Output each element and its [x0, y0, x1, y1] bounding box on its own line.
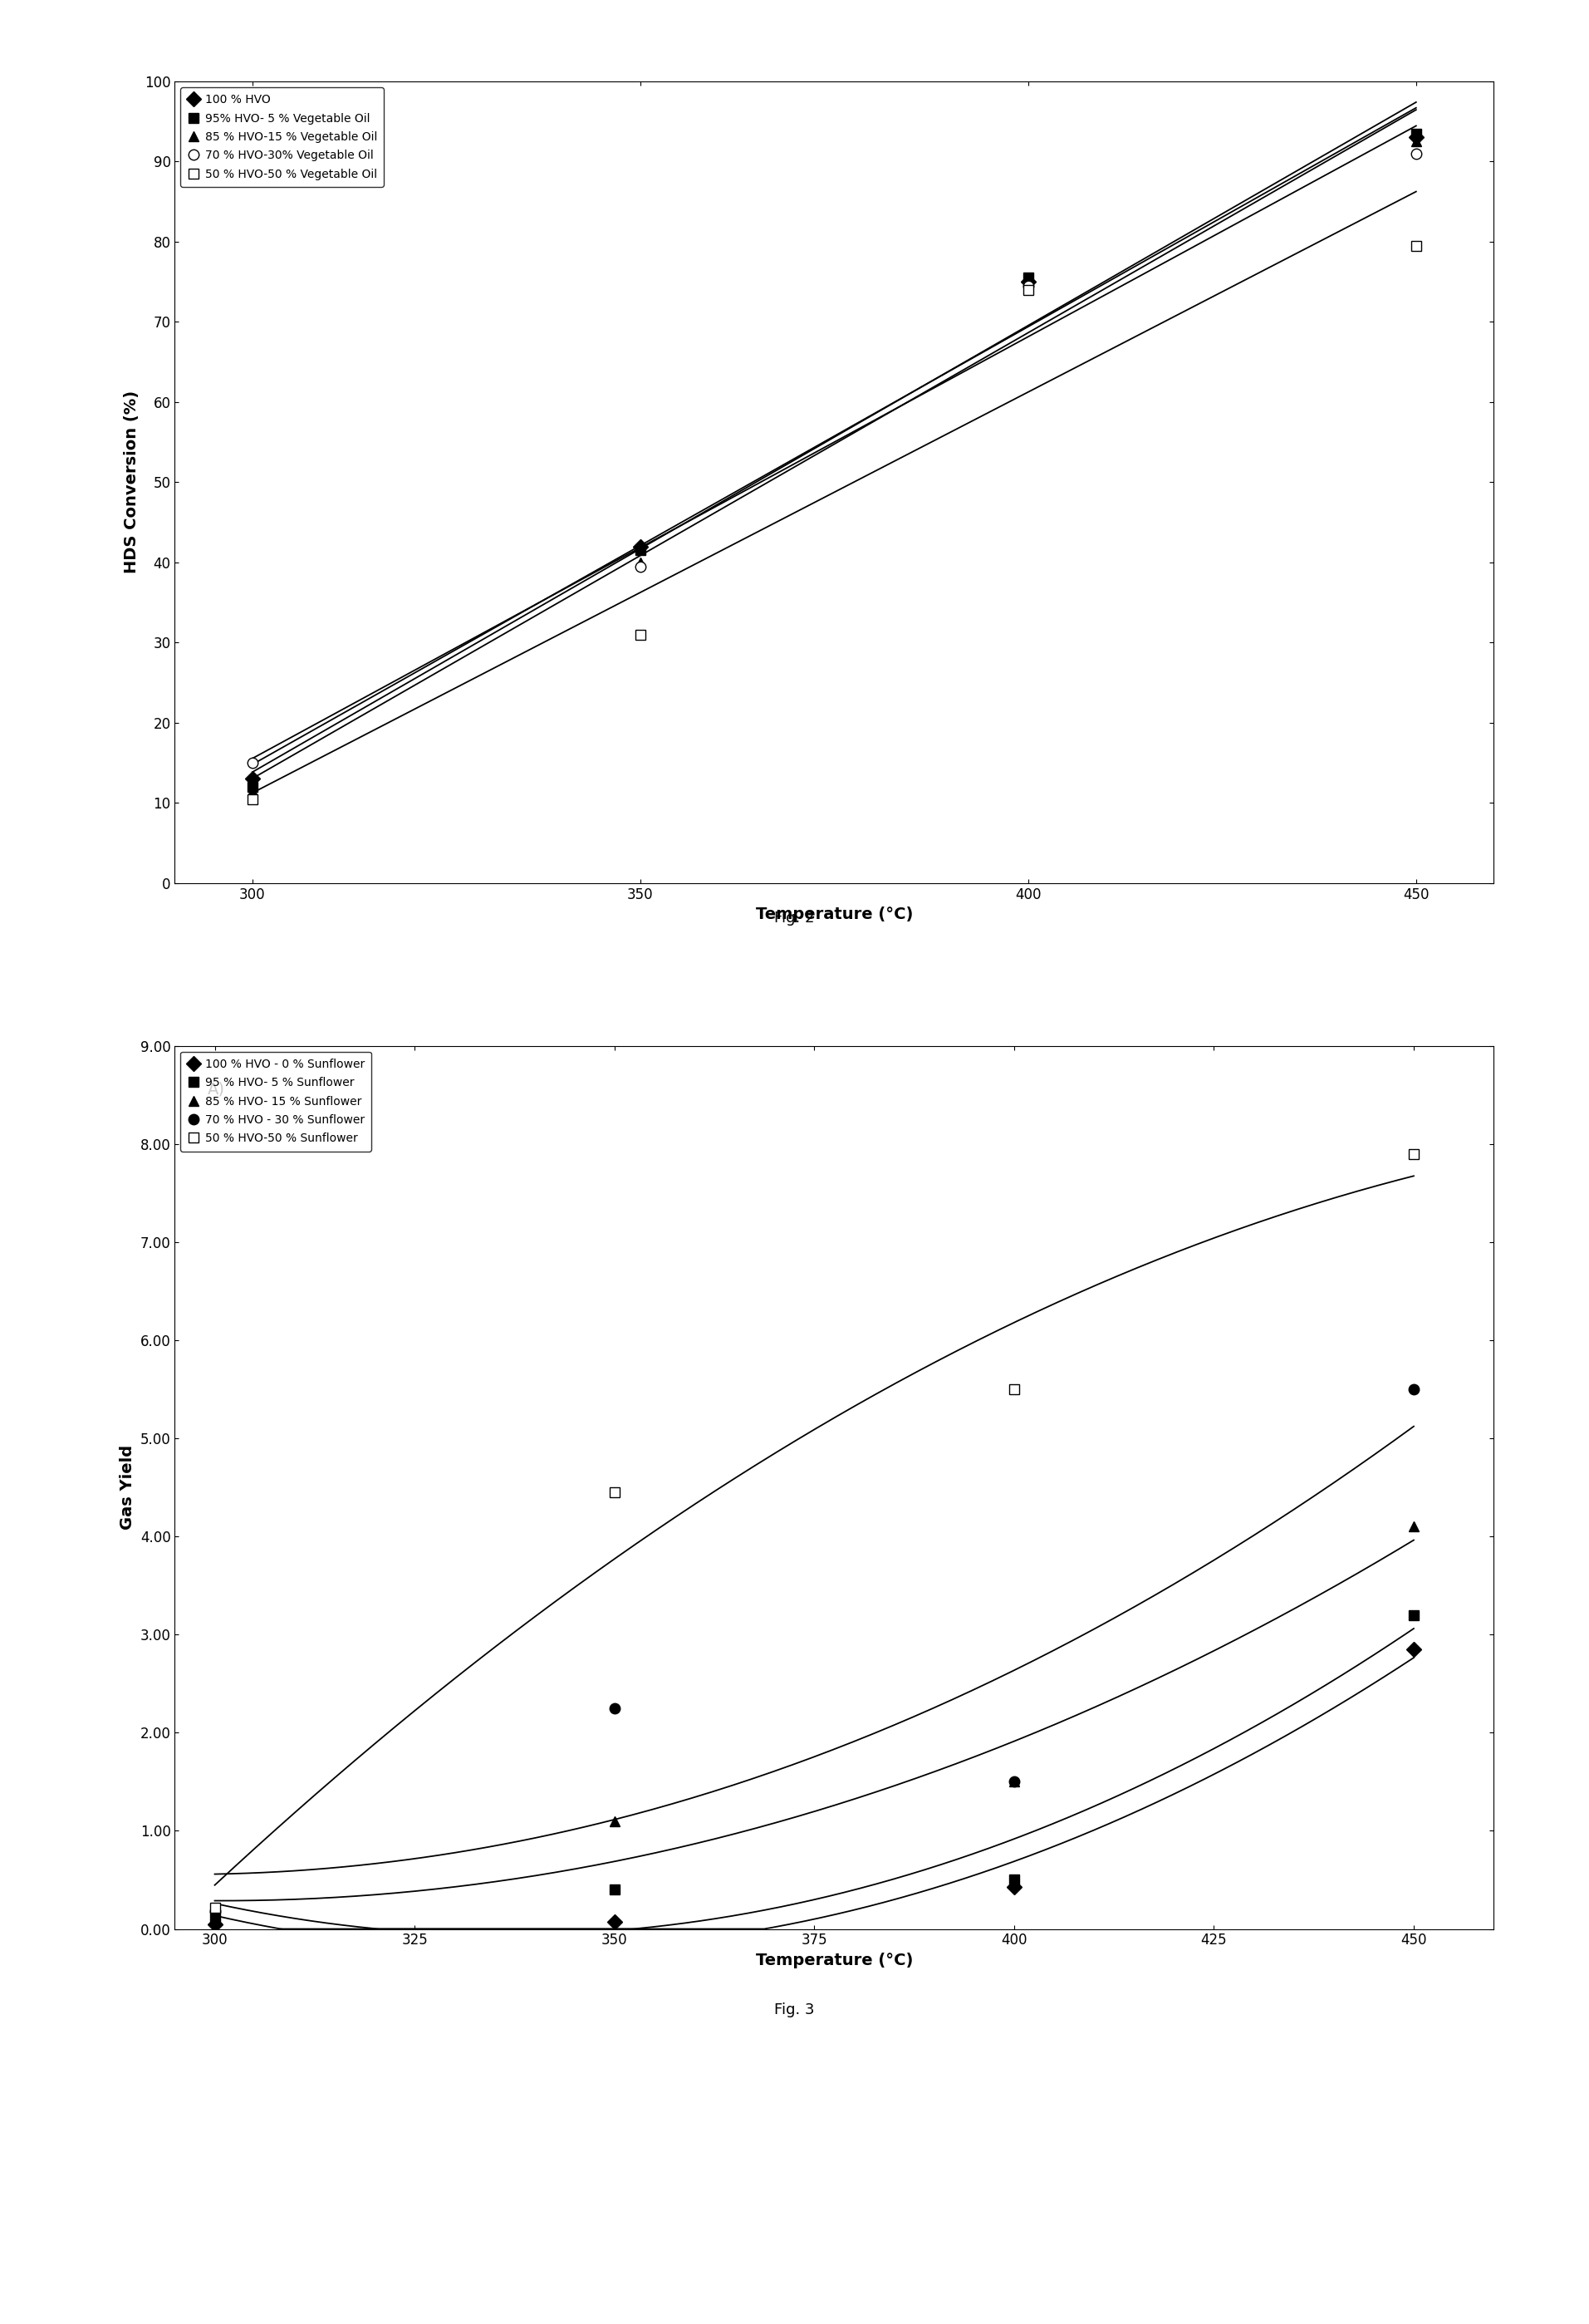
Text: Fig. 3: Fig. 3	[774, 2003, 815, 2017]
Y-axis label: Gas Yield: Gas Yield	[119, 1446, 135, 1529]
Text: A): A)	[208, 1081, 226, 1097]
Y-axis label: HDS Conversion (%): HDS Conversion (%)	[124, 390, 140, 574]
Legend: 100 % HVO - 0 % Sunflower, 95 % HVO- 5 % Sunflower, 85 % HVO- 15 % Sunflower, 70: 100 % HVO - 0 % Sunflower, 95 % HVO- 5 %…	[181, 1050, 372, 1150]
X-axis label: Temperature (°C): Temperature (°C)	[756, 1952, 912, 1968]
X-axis label: Temperature (°C): Temperature (°C)	[756, 906, 912, 923]
Text: Fig. 2: Fig. 2	[774, 911, 815, 925]
Legend: 100 % HVO, 95% HVO- 5 % Vegetable Oil, 85 % HVO-15 % Vegetable Oil, 70 % HVO-30%: 100 % HVO, 95% HVO- 5 % Vegetable Oil, 8…	[181, 86, 385, 186]
